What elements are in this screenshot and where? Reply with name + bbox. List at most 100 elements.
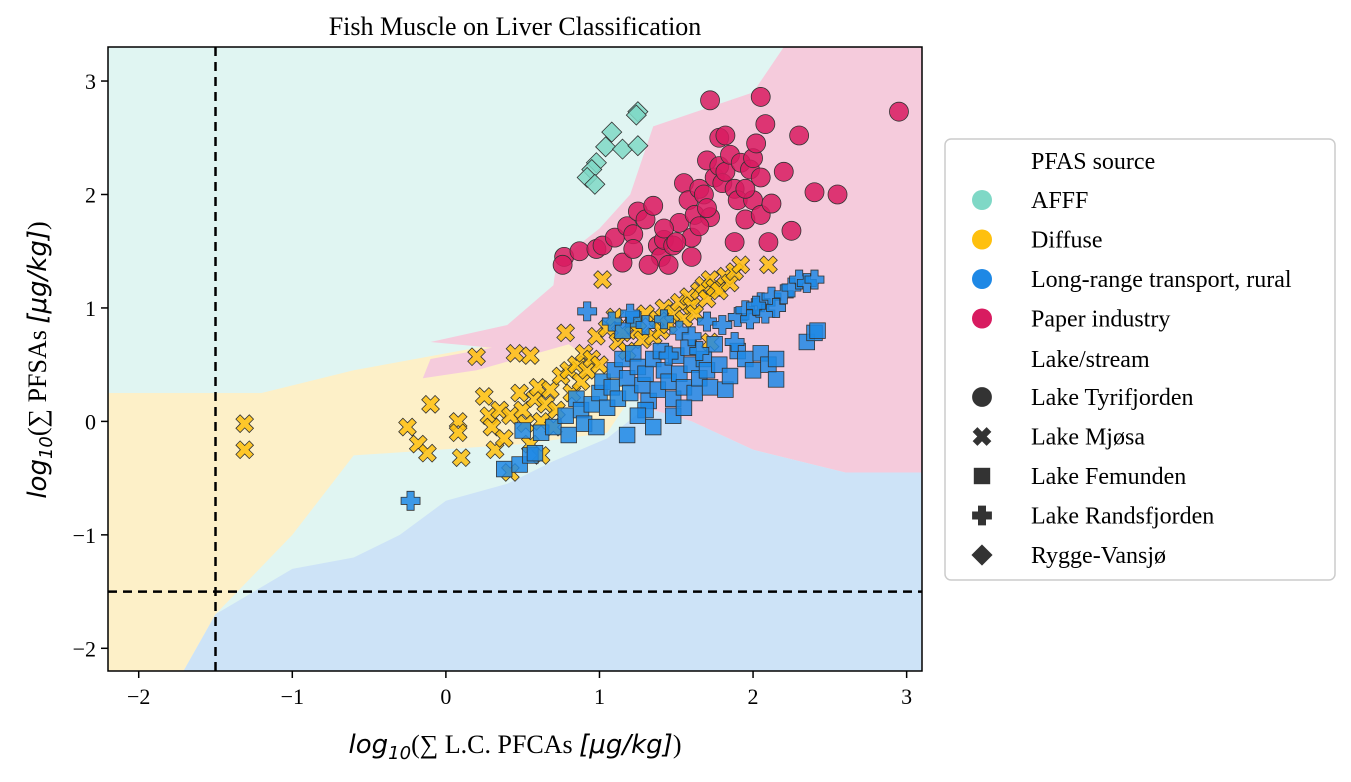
data-point-3-59: [629, 407, 647, 424]
x-axis-label: log10(∑ L.C. PFCAs [μg/kg]): [349, 730, 682, 764]
legend-source-label: Diffuse: [1031, 228, 1103, 254]
y-tick-label: 1: [85, 296, 96, 321]
data-point-2-34: [571, 372, 591, 392]
data-point-2-12: [482, 417, 502, 437]
data-point-1-1: [552, 254, 573, 275]
data-point-2-8: [451, 448, 471, 468]
data-point-4-5: [654, 309, 674, 330]
legend-lake-label: Lake Tyrifjorden: [1031, 385, 1193, 411]
data-point-3-63: [675, 399, 693, 416]
data-point-2-1: [235, 440, 255, 460]
x-tick-label: 2: [748, 684, 759, 709]
data-point-1-2: [569, 241, 590, 262]
data-point-3-26: [637, 365, 654, 382]
data-point-3-53: [767, 350, 785, 368]
legend-source-title: PFAS source: [1031, 149, 1155, 175]
legend-source-label: AFFF: [1031, 188, 1088, 214]
data-point-4-24: [689, 341, 710, 361]
legend-lake-marker: [972, 427, 992, 446]
data-point-0-3: [595, 136, 617, 158]
legend-lake-title: Lake/stream: [1031, 347, 1150, 373]
x-tick-label: −2: [127, 684, 150, 709]
data-point-3-4: [514, 422, 531, 439]
data-point-3-8: [560, 426, 577, 444]
data-point-4-23: [724, 332, 745, 352]
data-point-1-39: [750, 87, 771, 107]
data-point-1-50: [638, 254, 659, 275]
data-point-1-41: [773, 161, 794, 182]
data-point-1-43: [789, 125, 810, 146]
data-point-1-53: [623, 239, 644, 259]
data-point-2-10: [474, 387, 494, 406]
data-point-1-57: [697, 198, 717, 219]
legend-lake-label: Lake Randsfjorden: [1031, 504, 1214, 530]
data-point-4-8: [697, 311, 717, 332]
data-point-1-10: [643, 195, 664, 216]
data-point-3-57: [809, 322, 826, 339]
data-point-4-25: [658, 345, 679, 366]
data-point-2-17: [505, 343, 525, 363]
data-point-3-44: [706, 336, 723, 353]
data-point-4-4: [635, 315, 656, 335]
y-tick-label: 3: [85, 69, 96, 94]
data-point-4-21: [746, 295, 767, 316]
data-point-4-18: [804, 269, 825, 290]
data-point-2-26: [540, 380, 560, 400]
data-point-1-40: [758, 232, 779, 253]
y-tick-label: −1: [73, 523, 96, 548]
data-point-3-7: [557, 407, 574, 424]
data-point-1-38: [755, 114, 776, 135]
data-point-4-2: [601, 311, 622, 332]
data-point-3-50: [744, 362, 762, 379]
data-point-1-58: [724, 232, 745, 253]
data-point-3-60: [618, 426, 636, 444]
data-point-2-0: [235, 414, 255, 434]
data-point-4-19: [740, 309, 760, 330]
data-point-1-37: [750, 167, 771, 188]
y-axis-ticks: −2 −1 0 1 2 3: [73, 69, 108, 661]
legend-box: [944, 138, 1336, 581]
data-point-2-30: [556, 323, 576, 343]
x-tick-label: 0: [440, 684, 451, 709]
data-point-2-9: [467, 347, 486, 367]
y-tick-label: 0: [85, 409, 96, 434]
data-point-2-5: [421, 394, 440, 414]
x-tick-label: 3: [901, 684, 912, 709]
legend-lake-marker: [971, 544, 993, 566]
legend-lake-label: Rygge-Vansjø: [1031, 543, 1166, 569]
data-point-1-55: [666, 232, 687, 253]
chart-title: Fish Muscle on Liver Classification: [329, 12, 702, 41]
region-long-range-transport: [183, 407, 922, 671]
data-point-2-70: [731, 255, 751, 275]
data-point-1-46: [889, 101, 909, 122]
data-point-3-43: [701, 379, 719, 396]
legend-lake-marker: [972, 387, 992, 407]
data-point-4-22: [766, 298, 786, 318]
data-point-2-40: [593, 270, 612, 289]
data-point-1-42: [781, 220, 802, 241]
data-point-4-1: [577, 301, 598, 322]
data-point-3-39: [686, 384, 703, 402]
y-tick-label: −2: [73, 636, 96, 661]
data-point-1-14: [658, 254, 679, 275]
data-point-4-3: [620, 303, 641, 324]
legend-source-label: Long-range transport, rural: [1031, 267, 1292, 293]
data-point-1-62: [735, 178, 756, 199]
data-point-3-61: [645, 418, 662, 436]
data-point-2-68: [720, 273, 740, 293]
threshold-lines: [108, 47, 922, 671]
data-point-0-2: [601, 121, 623, 143]
data-point-3-47: [721, 367, 739, 385]
data-point-1-36: [746, 133, 767, 154]
data-point-1-56: [689, 216, 710, 237]
data-point-2-15: [494, 429, 514, 448]
legend: PFAS source AFFF Diffuse Long-range transp…: [944, 138, 1336, 581]
legend-lake-marker: [973, 467, 991, 485]
data-point-3-54: [767, 371, 785, 388]
legend-lake-marker: [972, 505, 992, 526]
data-point-0-1: [625, 104, 647, 126]
legend-source-marker: [972, 229, 992, 250]
legend-lake-label: Lake Femunden: [1031, 464, 1186, 490]
data-point-3-3: [526, 444, 544, 462]
legend-source-marker: [972, 190, 992, 210]
